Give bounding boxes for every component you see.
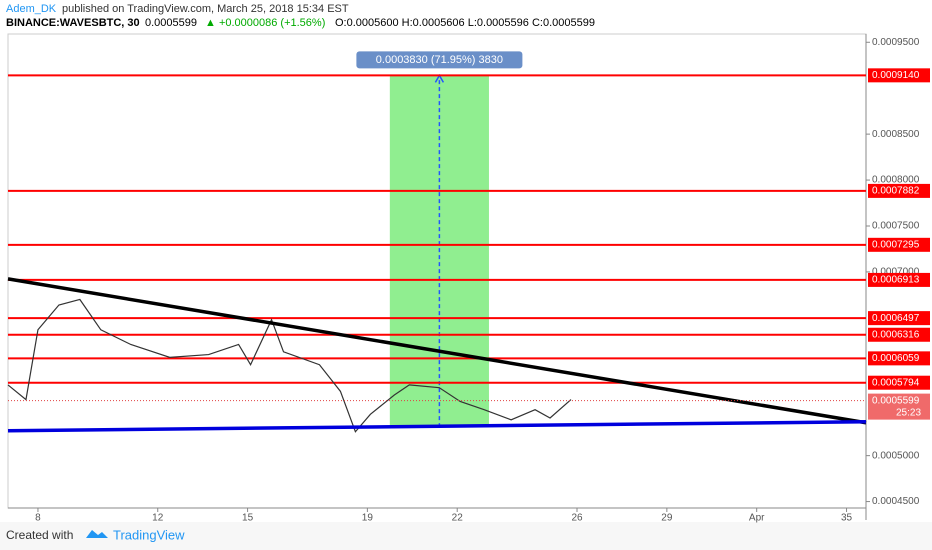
x-tick-label: 15 <box>242 513 254 524</box>
level-label-box <box>868 183 930 198</box>
price: 0.0005599 <box>145 17 197 29</box>
trendline <box>7 419 867 433</box>
y-tick-label: 0.0007500 <box>872 221 920 232</box>
level-label-box <box>868 351 930 366</box>
level-label: 0.0009140 <box>872 70 920 81</box>
published: published on TradingView.com, March 25, … <box>62 3 349 15</box>
level-label-box <box>868 68 930 83</box>
ohlc: O:0.0005600 H:0.0005606 L:0.0005596 C:0.… <box>335 17 595 29</box>
level-label: 0.0006497 <box>872 313 920 324</box>
level-label: 0.0006059 <box>872 353 920 364</box>
level-label-box <box>868 327 930 342</box>
last-price-label: 0.0005599 <box>872 395 920 406</box>
x-tick-label: 26 <box>571 513 583 524</box>
level-label: 0.0005794 <box>872 377 920 388</box>
x-tick-label: 29 <box>661 513 673 524</box>
x-tick-label: Apr <box>749 513 765 524</box>
last-price-box <box>868 393 930 420</box>
y-tick-label: 0.0009500 <box>872 37 920 48</box>
trendline <box>7 277 867 425</box>
y-tick-label: 0.0008500 <box>872 129 920 140</box>
footer-created: Created with <box>6 528 73 542</box>
measure-label: 0.0003830 (71.95%) 3830 <box>376 54 503 66</box>
level-label-box <box>868 375 930 390</box>
x-tick-label: 12 <box>152 513 164 524</box>
level-label: 0.0007882 <box>872 186 920 197</box>
x-tick-label: 35 <box>841 513 853 524</box>
logo-icon <box>86 530 108 538</box>
level-label-box <box>868 237 930 252</box>
measure-label-box <box>356 51 523 69</box>
footer-brand[interactable]: TradingView <box>113 527 185 542</box>
level-label: 0.0007295 <box>872 239 920 250</box>
level-label-box <box>868 311 930 326</box>
level-label: 0.0006913 <box>872 275 920 286</box>
y-tick-label: 0.0004500 <box>872 496 920 507</box>
y-tick-label: 0.0007000 <box>872 267 920 278</box>
x-tick-label: 22 <box>452 513 464 524</box>
level-label: 0.0006316 <box>872 329 920 340</box>
change: ▲ +0.0000086 (+1.56%) <box>205 17 325 29</box>
countdown: 25:23 <box>896 407 921 418</box>
y-tick-label: 0.0008000 <box>872 175 920 186</box>
x-tick-label: 8 <box>35 513 41 524</box>
price-line <box>7 298 572 433</box>
y-tick-label: 0.0005000 <box>872 450 920 461</box>
author[interactable]: Adem_DK <box>6 3 57 15</box>
symbol: BINANCE:WAVESBTC, 30 <box>6 17 140 29</box>
x-tick-label: 19 <box>362 513 374 524</box>
footer-bar <box>0 522 932 550</box>
level-label-box <box>868 272 930 287</box>
